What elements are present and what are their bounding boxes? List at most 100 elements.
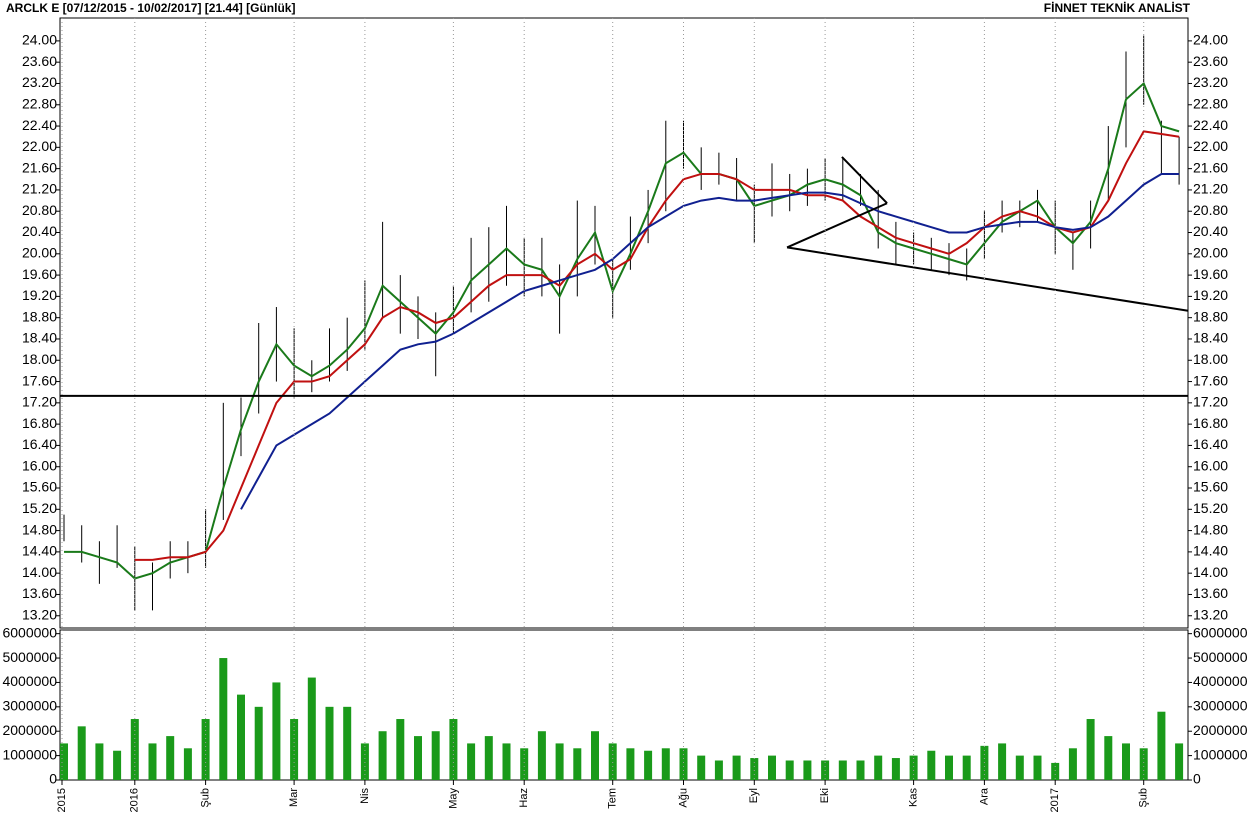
y-tick-label: 5000000 bbox=[2, 649, 57, 665]
volume-bar bbox=[77, 726, 86, 780]
y-tick-label: 22.00 bbox=[1193, 138, 1228, 154]
y-tick-label: 16.00 bbox=[22, 457, 57, 473]
x-tick-label: Kas bbox=[908, 788, 920, 807]
volume-bar bbox=[573, 748, 582, 780]
volume-bar bbox=[1051, 762, 1060, 780]
y-tick-label: 19.60 bbox=[22, 266, 57, 282]
y-tick-label: 22.40 bbox=[1193, 117, 1228, 133]
volume-bar bbox=[750, 758, 759, 780]
y-tick-label: 17.20 bbox=[1193, 394, 1228, 410]
volume-bar bbox=[1157, 711, 1166, 780]
moving-average bbox=[240, 172, 1180, 510]
y-tick-label: 20.00 bbox=[22, 245, 57, 261]
volume-bar bbox=[1104, 736, 1113, 780]
volume-bar bbox=[449, 719, 458, 780]
y-tick-label: 15.20 bbox=[1193, 500, 1228, 516]
volume-bar bbox=[555, 743, 564, 780]
volume-bar bbox=[927, 750, 936, 780]
volume-bar bbox=[1015, 755, 1024, 780]
trend-line bbox=[786, 202, 888, 249]
y-tick-label: 3000000 bbox=[1193, 698, 1248, 714]
x-tick-label: Şub bbox=[1138, 788, 1150, 808]
y-tick-label: 20.00 bbox=[1193, 245, 1228, 261]
y-tick-label: 13.60 bbox=[1193, 585, 1228, 601]
y-tick-label: 13.20 bbox=[22, 606, 57, 622]
y-tick-label: 17.60 bbox=[1193, 372, 1228, 388]
volume-bar bbox=[148, 743, 157, 780]
y-tick-label: 24.00 bbox=[1193, 32, 1228, 48]
trend-line bbox=[786, 246, 1189, 312]
volume-bar bbox=[378, 731, 387, 780]
y-tick-label: 16.80 bbox=[22, 415, 57, 431]
x-tick-label: 2016 bbox=[129, 788, 141, 812]
trend-line bbox=[841, 156, 888, 204]
volume-bar bbox=[219, 658, 228, 780]
y-tick-label: 4000000 bbox=[1193, 673, 1248, 689]
y-tick-label: 5000000 bbox=[1193, 649, 1248, 665]
volume-bar bbox=[1086, 719, 1095, 780]
y-tick-label: 2000000 bbox=[2, 722, 57, 738]
volume-bar bbox=[537, 731, 546, 780]
y-tick-label: 19.20 bbox=[1193, 287, 1228, 303]
x-tick-label: Nis bbox=[359, 788, 371, 804]
volume-bar bbox=[237, 694, 245, 780]
volume-bar bbox=[113, 750, 122, 780]
y-tick-label: 15.60 bbox=[1193, 479, 1228, 495]
x-tick-label: Ara bbox=[978, 787, 990, 805]
volume-bar bbox=[290, 719, 299, 780]
y-tick-label: 1000000 bbox=[1193, 746, 1248, 762]
y-tick-label: 18.00 bbox=[1193, 351, 1228, 367]
y-tick-label: 23.60 bbox=[1193, 53, 1228, 69]
y-tick-label: 15.20 bbox=[22, 500, 57, 516]
volume-bar bbox=[732, 755, 741, 780]
volume-bar bbox=[60, 743, 68, 780]
y-tick-label: 22.40 bbox=[22, 117, 57, 133]
y-tick-label: 21.20 bbox=[1193, 181, 1228, 197]
volume-bar bbox=[1175, 743, 1184, 780]
y-tick-label: 6000000 bbox=[2, 624, 57, 640]
y-tick-label: 2000000 bbox=[1193, 722, 1248, 738]
volume-bar bbox=[697, 755, 706, 780]
volume-bar bbox=[254, 706, 263, 780]
y-tick-label: 18.80 bbox=[22, 308, 57, 324]
volume-bar bbox=[909, 755, 918, 780]
y-tick-label: 4000000 bbox=[2, 673, 57, 689]
moving-average bbox=[134, 130, 1180, 561]
volume-bar bbox=[874, 755, 883, 780]
x-tick-label: 2017 bbox=[1049, 788, 1061, 812]
y-tick-label: 20.40 bbox=[1193, 223, 1228, 239]
y-tick-label: 19.20 bbox=[22, 287, 57, 303]
volume-bar bbox=[785, 760, 794, 780]
volume-bar bbox=[608, 743, 617, 780]
volume-panel bbox=[59, 629, 1189, 781]
moving-average bbox=[64, 81, 1180, 580]
volume-bar bbox=[431, 731, 440, 780]
y-tick-label: 19.60 bbox=[1193, 266, 1228, 282]
volume-bar bbox=[644, 750, 653, 780]
y-tick-label: 24.00 bbox=[22, 32, 57, 48]
x-tick-label: May bbox=[447, 788, 459, 809]
y-tick-label: 21.60 bbox=[1193, 159, 1228, 175]
y-tick-label: 18.40 bbox=[22, 330, 57, 346]
y-tick-label: 17.60 bbox=[22, 372, 57, 388]
volume-bar bbox=[856, 760, 865, 780]
x-tick-label: Şub bbox=[200, 788, 212, 808]
volume-bar bbox=[502, 743, 511, 780]
volume-bar bbox=[396, 719, 405, 780]
y-tick-label: 14.80 bbox=[22, 521, 57, 537]
volume-bar bbox=[520, 748, 529, 780]
chart-title: ARCLK E [07/12/2015 - 10/02/2017] [21.44… bbox=[6, 1, 295, 15]
volume-bar bbox=[962, 755, 971, 780]
volume-bar bbox=[945, 755, 953, 780]
y-tick-label: 20.40 bbox=[22, 223, 57, 239]
y-tick-label: 22.00 bbox=[22, 138, 57, 154]
volume-bar bbox=[166, 736, 175, 780]
y-tick-label: 0 bbox=[1193, 771, 1201, 787]
volume-bar bbox=[891, 758, 900, 780]
y-tick-label: 13.20 bbox=[1193, 606, 1228, 622]
volume-bar bbox=[272, 682, 281, 780]
y-tick-label: 1000000 bbox=[2, 746, 57, 762]
volume-bar bbox=[1068, 748, 1077, 780]
